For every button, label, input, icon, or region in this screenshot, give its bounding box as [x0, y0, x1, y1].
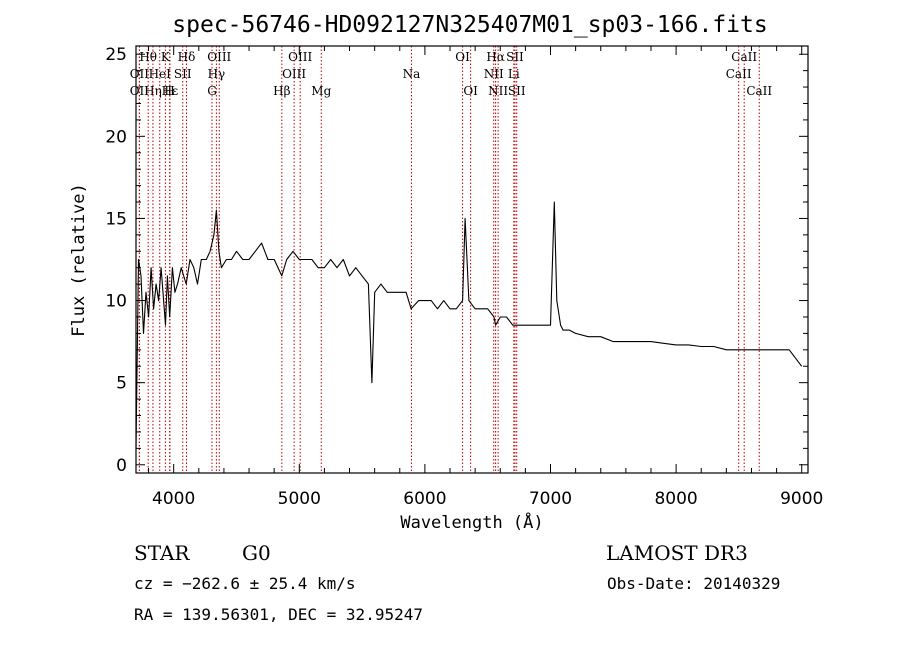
line-label: G — [207, 84, 217, 98]
y-tick-label: 25 — [105, 45, 127, 65]
y-tick-label: 20 — [105, 127, 127, 147]
spectral-line-labels: Hθ OII OII Hε K HeI Hη H Hδ SII OIII Hγ G Hβ OIII OIII M… — [130, 50, 773, 98]
line-label: Hβ — [273, 84, 290, 98]
plot-frame — [135, 45, 809, 474]
line-label: Hη — [144, 84, 162, 98]
line-label: NII — [488, 84, 508, 98]
line-label: H — [164, 84, 174, 98]
line-label: OIII — [288, 50, 312, 64]
series-layer — [135, 201, 803, 449]
line-label: Li — [508, 67, 520, 81]
spectral-line-markers — [138, 46, 760, 473]
x-tick-label: 5000 — [278, 489, 321, 509]
line-label: Hθ — [139, 50, 157, 64]
y-axis-label: Flux (relative) — [69, 183, 89, 337]
line-label: Hγ — [208, 67, 226, 81]
chart-title: spec-56746-HD092127N325407M01_sp03-166.f… — [172, 12, 767, 38]
x-tick-label: 6000 — [403, 489, 446, 509]
x-tick-label: 8000 — [654, 489, 697, 509]
x-tick-label: 4000 — [152, 489, 195, 509]
object-type: STAR — [134, 541, 190, 565]
line-label: SII — [508, 84, 526, 98]
redshift-info: cz = −262.6 ± 25.4 km/s — [134, 574, 356, 593]
line-label: OII — [130, 67, 150, 81]
observation-date: Obs-Date: 20140329 — [607, 574, 780, 593]
survey-name: LAMOST DR3 — [606, 541, 748, 565]
line-label: Hα — [486, 50, 505, 64]
x-tick-label: 7000 — [529, 489, 572, 509]
x-axis: 4000 5000 6000 7000 8000 9000 — [148, 46, 823, 509]
flux-series-line — [135, 201, 803, 449]
line-label: SII — [174, 67, 192, 81]
line-label: Na — [403, 67, 421, 81]
line-label: CaII — [726, 67, 752, 81]
line-label: CaII — [746, 84, 772, 98]
line-label: NII — [484, 67, 504, 81]
line-label: Mg — [311, 84, 331, 98]
line-label: Hε — [162, 84, 179, 98]
line-label: HeI — [149, 67, 172, 81]
x-axis-label: Wavelength (Å) — [400, 511, 543, 533]
line-label: SII — [506, 50, 524, 64]
spectral-subclass: G0 — [242, 541, 271, 565]
y-axis: 0 5 10 15 20 25 — [105, 45, 808, 476]
line-label: OI — [463, 84, 478, 98]
line-label: Hδ — [178, 50, 196, 64]
line-label: K — [161, 50, 171, 64]
coordinates: RA = 139.56301, DEC = 32.95247 — [134, 605, 423, 624]
line-label: OII — [130, 84, 150, 98]
y-tick-label: 5 — [116, 374, 127, 394]
y-tick-label: 15 — [105, 209, 127, 229]
line-label: OIII — [282, 67, 306, 81]
y-tick-label: 10 — [105, 292, 127, 312]
y-tick-label: 0 — [116, 456, 127, 476]
line-label: OIII — [207, 50, 231, 64]
line-label: OI — [455, 50, 470, 64]
x-tick-label: 9000 — [780, 489, 823, 509]
line-label: CaII — [731, 50, 757, 64]
